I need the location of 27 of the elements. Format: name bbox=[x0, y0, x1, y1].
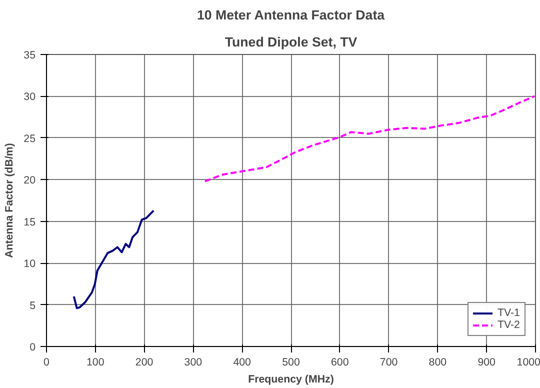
y-axis-title: Antenna Factor (dB/m) bbox=[4, 142, 16, 258]
y-tick-label: 10 bbox=[24, 258, 36, 270]
x-axis-title: Frequency (MHz) bbox=[248, 374, 334, 386]
x-tick-label: 900 bbox=[478, 356, 496, 368]
y-tick-label: 35 bbox=[24, 50, 36, 62]
y-tick-label: 5 bbox=[30, 300, 36, 312]
line-series bbox=[72, 210, 155, 310]
y-tick-label: 0 bbox=[30, 342, 36, 354]
y-tick-label: 30 bbox=[24, 91, 36, 104]
legend-label: TV-2 bbox=[497, 319, 520, 331]
x-tick-label: 100 bbox=[86, 356, 104, 368]
x-tick-label: 600 bbox=[331, 356, 349, 368]
x-tick-label: 400 bbox=[233, 356, 252, 368]
x-tick-label: 1000 bbox=[516, 356, 540, 368]
x-tick-label: 500 bbox=[282, 356, 300, 368]
line-series bbox=[204, 95, 536, 182]
legend-label: TV-1 bbox=[497, 307, 520, 319]
y-tick-label: 25 bbox=[24, 132, 36, 145]
x-tick-label: 300 bbox=[184, 356, 202, 368]
x-tick-label: 700 bbox=[380, 356, 398, 368]
x-tick-label: 0 bbox=[44, 356, 50, 368]
y-tick-label: 20 bbox=[24, 174, 36, 187]
chart-title: 10 Meter Antenna Factor Data bbox=[196, 8, 386, 22]
x-tick-label: 200 bbox=[135, 356, 154, 368]
y-tick-label: 15 bbox=[24, 216, 36, 228]
chart-subtitle: Tuned Dipole Set, TV bbox=[224, 34, 358, 50]
x-tick-label: 800 bbox=[428, 356, 447, 368]
